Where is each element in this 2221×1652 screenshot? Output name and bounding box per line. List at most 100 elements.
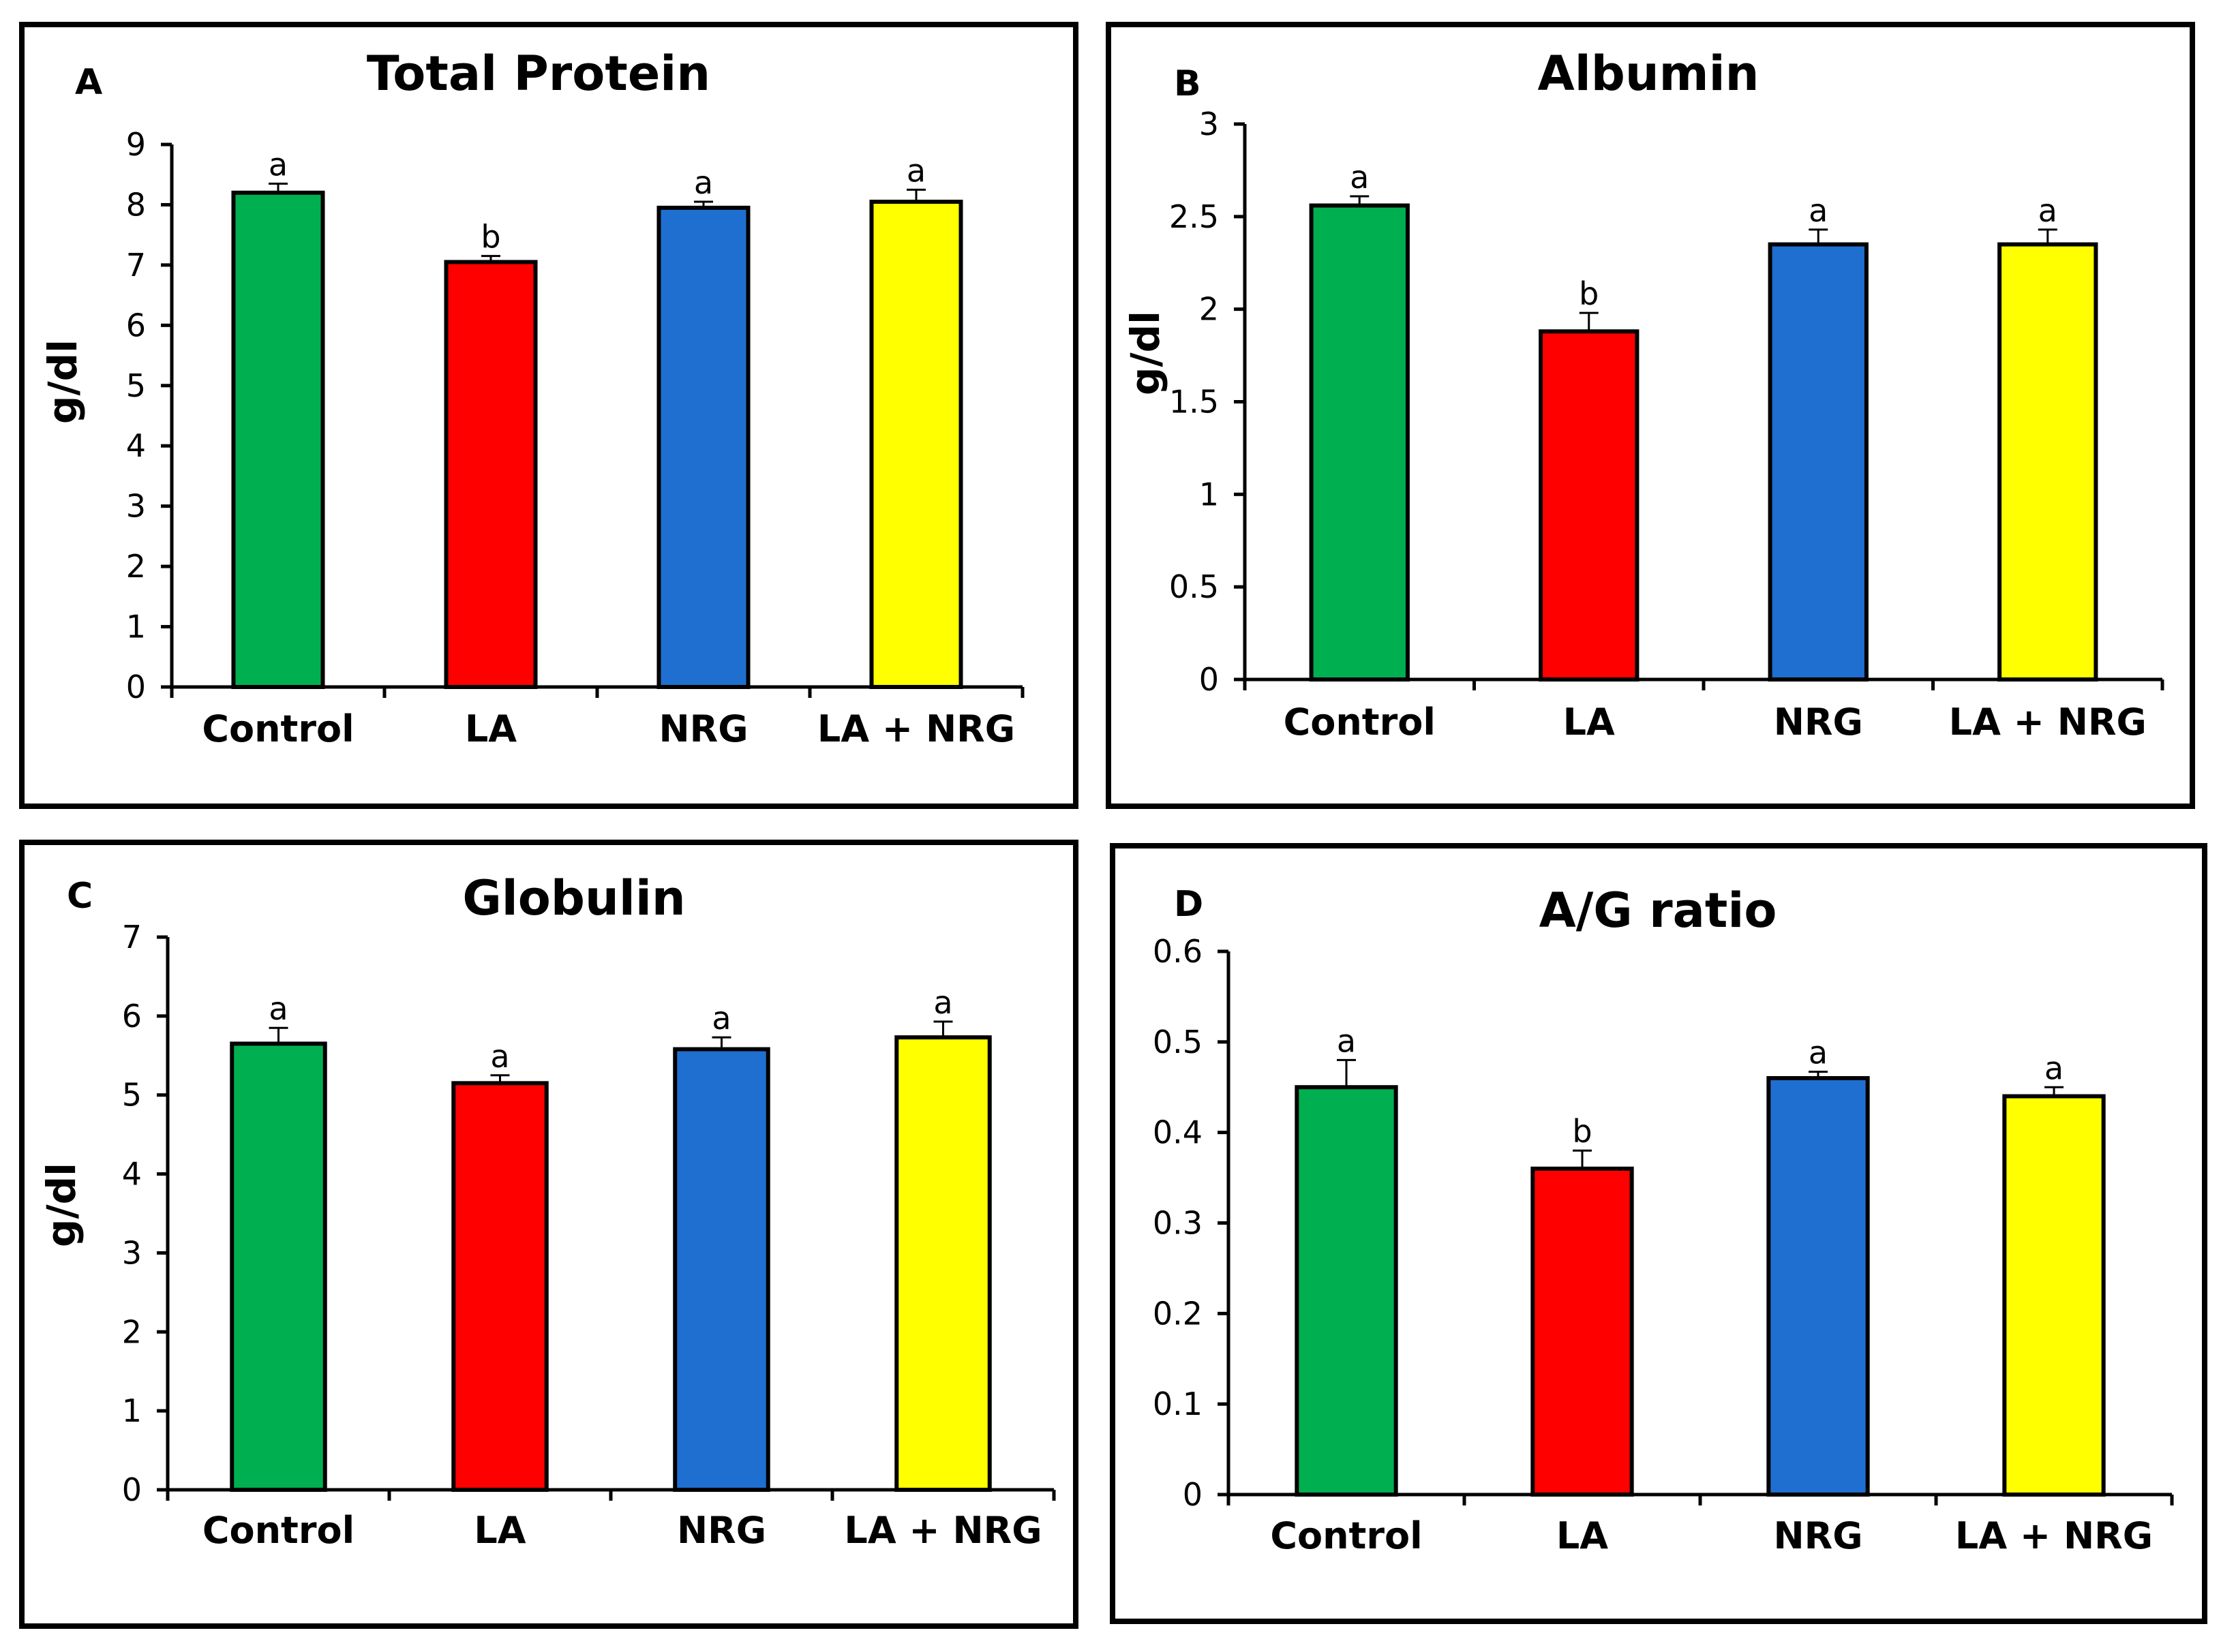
panel-b: 0 0.5 1 1.5 2 2.5 3 a Control b LA a NRG a LA + NRG Alb…: [1106, 22, 2195, 809]
panel-letter: D: [1174, 884, 1203, 925]
y-tick-label: 0: [1183, 1476, 1203, 1513]
y-tick-label: 1: [126, 609, 146, 645]
panel-letter: C: [67, 876, 93, 917]
significance-label: a: [1809, 1035, 1828, 1071]
x-tick-label: LA: [465, 707, 517, 750]
x-tick-label: Control: [202, 707, 354, 750]
panel-frame: [19, 22, 1078, 809]
y-tick-label: 1: [1199, 476, 1219, 513]
y-tick-label: 4: [126, 427, 146, 464]
y-tick-label: 0.6: [1153, 933, 1203, 970]
bar-la-nrg: [894, 1035, 992, 1492]
panel-title: Globulin: [462, 870, 685, 926]
significance-label: a: [269, 146, 288, 183]
panel-letter: A: [75, 62, 102, 103]
x-tick-label: NRG: [659, 707, 748, 750]
bar-control: [231, 190, 325, 689]
y-tick-label: 5: [122, 1077, 142, 1114]
y-tick-label: 3: [1199, 106, 1219, 142]
bar-control: [1295, 1085, 1398, 1497]
bar-control: [230, 1041, 327, 1492]
y-tick-label: 1.5: [1169, 384, 1219, 420]
y-tick-label: 9: [126, 126, 146, 163]
bar-nrg: [1766, 1075, 1870, 1497]
significance-label: a: [490, 1038, 509, 1075]
panel-title: A/G ratio: [1539, 883, 1777, 938]
bar-nrg: [656, 205, 751, 690]
panel-frame: [19, 840, 1078, 1629]
significance-label: a: [1809, 192, 1828, 229]
significance-label: a: [933, 984, 952, 1021]
significance-label: b: [481, 219, 500, 256]
x-tick-label: LA + NRG: [844, 1509, 1042, 1552]
significance-label: a: [1350, 159, 1369, 196]
y-tick-label: 0.3: [1153, 1205, 1203, 1242]
bar-la: [451, 1081, 549, 1492]
y-tick-label: 0.4: [1153, 1114, 1203, 1151]
x-tick-label: Control: [1284, 701, 1436, 744]
x-tick-label: LA: [1563, 701, 1615, 744]
y-tick-label: 2: [126, 548, 146, 585]
y-tick-label: 0.5: [1169, 568, 1219, 605]
y-tick-label: 5: [126, 367, 146, 404]
significance-label: a: [1337, 1022, 1356, 1059]
significance-label: a: [907, 152, 926, 189]
panel-letter: B: [1174, 63, 1201, 104]
bar-control: [1309, 203, 1410, 682]
bar-la: [444, 260, 538, 689]
y-tick-label: 6: [126, 307, 146, 343]
x-tick-label: LA + NRG: [1949, 701, 2147, 744]
y-tick-label: 0: [1199, 661, 1219, 698]
y-tick-label: 3: [122, 1234, 142, 1271]
y-tick-label: 0: [122, 1471, 142, 1508]
significance-label: a: [712, 1000, 731, 1037]
panel-d: 0 0.1 0.2 0.3 0.4 0.5 0.6 a Control b LA a NRG a LA + …: [1110, 843, 2207, 1624]
y-tick-label: 0.5: [1153, 1024, 1203, 1060]
x-tick-label: NRG: [1773, 1514, 1862, 1557]
significance-label: a: [2038, 192, 2057, 229]
y-tick-label: 8: [126, 186, 146, 223]
y-tick-label: 7: [126, 247, 146, 284]
y-tick-label: 2: [122, 1313, 142, 1350]
panel-frame: [1110, 843, 2207, 1624]
significance-label: a: [2044, 1050, 2064, 1086]
bar-la-nrg: [2002, 1094, 2106, 1497]
y-tick-label: 3: [126, 488, 146, 525]
y-tick-label: 2.5: [1169, 198, 1219, 235]
y-tick-label: 7: [122, 919, 142, 955]
y-tick-label: 4: [122, 1156, 142, 1193]
panel-title: Albumin: [1538, 46, 1759, 102]
bar-nrg: [673, 1047, 770, 1492]
x-tick-label: NRG: [1774, 701, 1863, 744]
bar-la-nrg: [1997, 242, 2098, 682]
significance-label: b: [1572, 1113, 1592, 1150]
x-tick-label: NRG: [677, 1509, 766, 1552]
significance-label: b: [1579, 275, 1599, 312]
y-tick-label: 6: [122, 998, 142, 1035]
y-axis-label: g/dl: [40, 339, 86, 424]
x-tick-label: LA: [474, 1509, 526, 1552]
bar-nrg: [1768, 242, 1869, 682]
y-axis-label: g/dl: [38, 1163, 85, 1247]
panel-title: Total Protein: [367, 46, 710, 102]
bar-la: [1530, 1166, 1634, 1497]
panel-frame: [1106, 22, 2195, 809]
y-tick-label: 0: [126, 669, 146, 705]
x-tick-label: Control: [202, 1509, 354, 1552]
y-tick-label: 2: [1199, 291, 1219, 328]
significance-label: a: [694, 164, 713, 201]
significance-label: a: [269, 990, 288, 1027]
x-tick-label: LA + NRG: [817, 707, 1015, 750]
y-tick-label: 0.2: [1153, 1295, 1203, 1332]
y-tick-label: 0.1: [1153, 1386, 1203, 1422]
x-tick-label: LA + NRG: [1955, 1514, 2153, 1557]
x-tick-label: Control: [1270, 1514, 1422, 1557]
panel-a: 0 1 2 3 4 5 6 7 8 9 a Control b LA a NRG a LA + NRG Total …: [19, 22, 1078, 809]
bar-la-nrg: [869, 200, 963, 689]
x-tick-label: LA: [1556, 1514, 1608, 1557]
panel-c: 0 1 2 3 4 5 6 7 a Control a LA a NRG a LA + NRG Globulin…: [19, 840, 1078, 1629]
y-tick-label: 1: [122, 1392, 142, 1429]
bar-la: [1539, 329, 1640, 682]
